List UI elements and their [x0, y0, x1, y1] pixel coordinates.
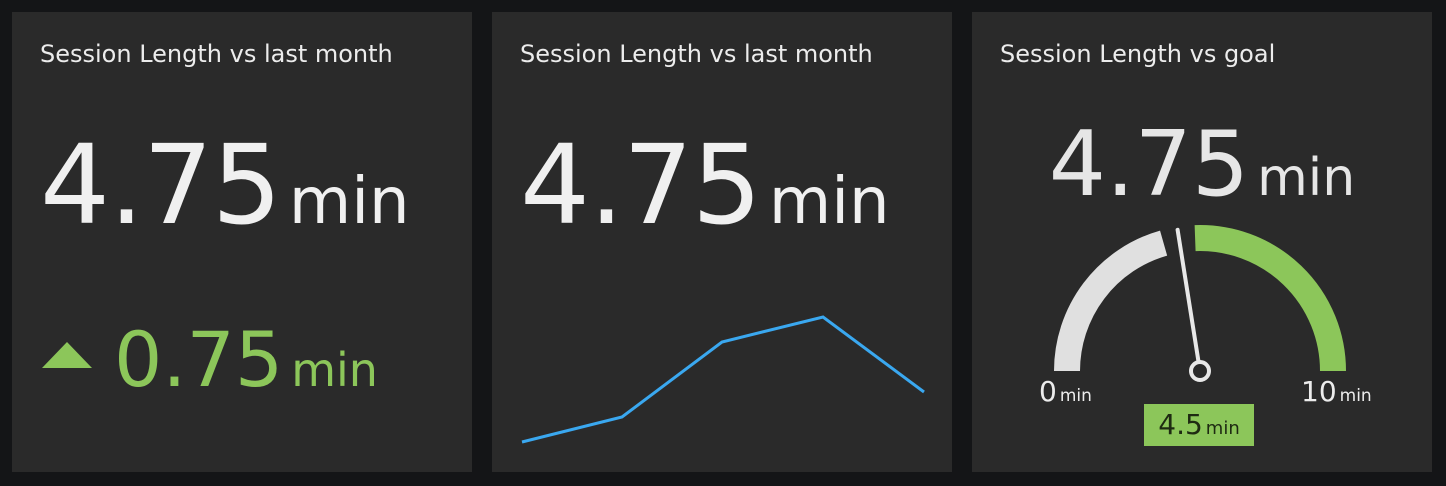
sparkline-series-line	[521, 315, 925, 444]
gauge-min-value: 0	[1039, 375, 1057, 408]
session-length-goal-card: Session Length vs goal 4.75 min 0 min 10 mi…	[972, 12, 1432, 472]
gauge-pivot	[1189, 360, 1211, 382]
metric-value: 4.75 min	[972, 120, 1432, 210]
gauge-needle	[1175, 227, 1202, 373]
metric-number: 4.75	[520, 121, 762, 249]
card-title: Session Length vs goal	[1000, 40, 1276, 68]
gauge-max-unit: min	[1339, 386, 1372, 406]
delta-unit: min	[291, 343, 378, 397]
metric-number: 4.75	[1048, 112, 1250, 217]
session-length-trend-card: Session Length vs last month 4.75 min	[492, 12, 952, 472]
goal-unit: min	[1205, 418, 1240, 439]
goal-gauge	[1054, 225, 1346, 382]
metric-value: 4.75 min	[520, 130, 890, 240]
card-title: Session Length vs last month	[40, 40, 393, 68]
delta-number: 0.75	[114, 315, 284, 404]
arrow-up-icon	[42, 342, 92, 368]
metric-unit: min	[1257, 148, 1356, 208]
gauge-fill-arc	[1194, 225, 1346, 372]
card-title: Session Length vs last month	[520, 40, 873, 68]
metric-number: 4.75	[40, 121, 282, 249]
gauge-min-unit: min	[1059, 386, 1092, 406]
metric-unit: min	[768, 165, 890, 239]
gauge-min-label: 0 min	[1039, 378, 1092, 406]
goal-value: 4.5	[1158, 408, 1203, 441]
gauge-track-arc	[1054, 230, 1168, 372]
session-length-card: Session Length vs last month 4.75 min 0.7…	[12, 12, 472, 472]
delta-indicator: 0.75 min	[42, 322, 378, 398]
sparkline-chart	[521, 315, 925, 444]
gauge-max-value: 10	[1301, 375, 1337, 408]
goal-badge: 4.5 min	[1144, 404, 1254, 446]
metric-unit: min	[288, 165, 410, 239]
metric-value: 4.75 min	[40, 130, 410, 240]
gauge-max-label: 10 min	[1301, 378, 1372, 406]
